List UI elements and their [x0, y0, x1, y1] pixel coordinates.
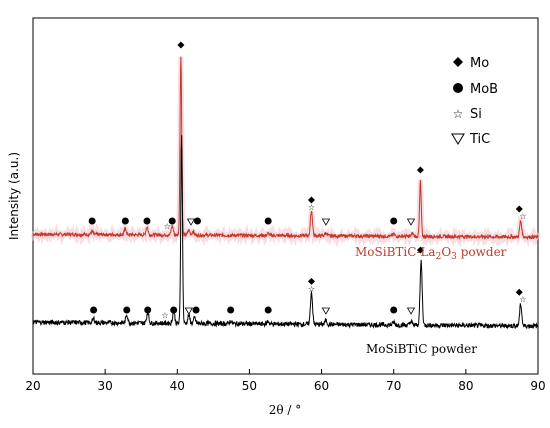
tic-peak-marker-icon [321, 307, 331, 315]
mo-peak-marker-icon [416, 166, 424, 174]
tic-peak-marker-icon [184, 307, 194, 315]
series-label-la2o3-sub1: 2 [436, 252, 442, 262]
series-halo [30, 56, 541, 248]
mo-peak-marker-icon [177, 41, 185, 49]
tic-peak-marker-icon [186, 218, 196, 226]
series-label-mosibtic: MoSiBTiC powder [366, 342, 477, 356]
mo-peak-marker-icon [307, 196, 315, 204]
x-tick-label: 30 [98, 379, 113, 393]
series-label-la2o3-sub2: 3 [451, 252, 457, 262]
legend: Mo MoB ☆ Si TiC [451, 56, 498, 147]
x-tick-label: 50 [242, 379, 257, 393]
legend-marker-star-icon: ☆ [453, 107, 464, 121]
mob-peak-marker-icon [390, 217, 398, 225]
series-label-la2o3-tail: powder [457, 245, 507, 259]
tic-peak-marker-icon [406, 218, 416, 226]
si-peak-marker-icon: ☆ [519, 212, 526, 221]
series-label-la2o3-mid: O [441, 245, 451, 259]
si-peak-marker-icon: ☆ [161, 311, 168, 320]
x-axis-label: 2θ / ° [269, 403, 302, 417]
mob-peak-marker-icon [143, 217, 151, 225]
legend-marker-diamond-icon [453, 57, 463, 67]
mob-peak-marker-icon [192, 306, 200, 314]
legend-marker-triangle-down-icon [451, 133, 465, 145]
mob-peak-marker-icon [193, 217, 201, 225]
x-tick-label: 90 [530, 379, 545, 393]
legend-label-mob: MoB [470, 82, 498, 97]
series-layer [30, 56, 541, 330]
mo-peak-marker-icon [416, 246, 424, 254]
legend-label-mo: Mo [470, 56, 489, 71]
phase-markers: ☆ ☆ ☆ ☆ ☆ ☆ [88, 41, 526, 320]
tic-peak-marker-icon [321, 218, 331, 226]
mob-peak-marker-icon [121, 217, 129, 225]
x-tick-label: 60 [314, 379, 329, 393]
tic-peak-marker-icon [406, 307, 416, 315]
mob-peak-marker-icon [144, 306, 152, 314]
series-line-mosibtic [32, 135, 539, 330]
si-peak-marker-icon: ☆ [308, 284, 315, 293]
mob-peak-marker-icon [264, 306, 272, 314]
mob-peak-marker-icon [123, 306, 131, 314]
mo-peak-marker-icon [515, 288, 523, 296]
x-tick-label: 70 [386, 379, 401, 393]
series-label-la2o3: MoSiBTiC-La2O3 powder [355, 245, 507, 262]
y-axis-label: Intensity (a.u.) [7, 152, 21, 240]
mo-peak-marker-icon [307, 277, 315, 285]
x-tick-label: 20 [25, 379, 40, 393]
legend-label-si: Si [470, 107, 482, 122]
mob-peak-marker-icon [88, 217, 96, 225]
x-tick-label: 80 [458, 379, 473, 393]
plot-frame [32, 17, 539, 375]
si-peak-marker-icon: ☆ [308, 203, 315, 212]
legend-marker-circle-icon [453, 83, 463, 93]
si-peak-marker-icon: ☆ [519, 295, 526, 304]
mob-peak-marker-icon [390, 306, 398, 314]
si-peak-marker-icon: ☆ [164, 222, 171, 231]
legend-label-tic: TiC [469, 132, 490, 147]
mob-peak-marker-icon [227, 306, 235, 314]
series-label-la2o3-main: MoSiBTiC-La [355, 245, 436, 259]
x-tick-label: 40 [170, 379, 185, 393]
series-line-la2o3 [32, 56, 539, 241]
mob-peak-marker-icon [264, 217, 272, 225]
mo-peak-marker-icon [515, 205, 523, 213]
mob-peak-marker-icon [168, 217, 176, 225]
mob-peak-marker-icon [90, 306, 98, 314]
x-axis-ticks: 20 30 40 50 60 70 80 90 [25, 369, 546, 393]
mob-peak-marker-icon [170, 306, 178, 314]
